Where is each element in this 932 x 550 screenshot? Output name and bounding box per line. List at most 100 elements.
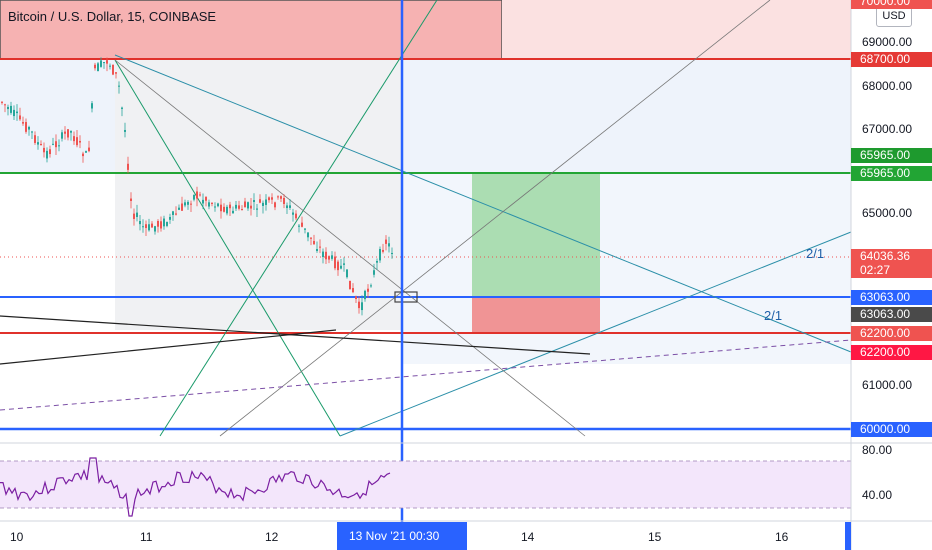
candle-body (268, 197, 270, 201)
crosshair-box (394, 291, 418, 303)
time-tick: 14 (521, 530, 535, 544)
candle-body (94, 64, 96, 69)
time-tick: 12 (265, 530, 279, 544)
candle-body (28, 126, 30, 130)
candle-body (133, 213, 135, 219)
candle-body (340, 265, 342, 269)
countdown-badge: 02:27 (851, 263, 932, 278)
candle-body (190, 203, 192, 205)
candle-body (229, 204, 231, 209)
candle-body (85, 151, 87, 153)
ratio-label: 2/1 (764, 308, 783, 323)
candle-body (367, 288, 369, 292)
candle-body (319, 246, 321, 248)
candle-body (316, 248, 318, 251)
right-edge-blue-marker (845, 522, 851, 550)
candle-body (136, 212, 138, 217)
candle-body (274, 202, 276, 208)
candle-body (328, 256, 330, 260)
candle-body (184, 202, 186, 206)
candle-body (34, 135, 36, 143)
candle-body (49, 149, 51, 155)
candle-body (82, 153, 84, 157)
target-zone[interactable] (472, 173, 600, 297)
candle-body (349, 280, 351, 290)
candle-body (19, 115, 21, 120)
candle-body (61, 132, 63, 139)
green-fan-line-a[interactable] (114, 59, 341, 437)
candle-body (130, 198, 132, 202)
candle-body (361, 302, 363, 311)
black-line-b[interactable] (0, 315, 591, 355)
candle-body (280, 196, 282, 199)
candle-body (151, 223, 153, 228)
time-tick: 15 (648, 530, 662, 544)
candle-body (217, 203, 219, 207)
green-fan-line-b[interactable] (159, 0, 438, 437)
candle-body (106, 60, 108, 64)
candle-body (97, 63, 99, 72)
teal-trendline-a[interactable] (114, 54, 852, 353)
candle-body (10, 105, 12, 113)
purple-dashed-line[interactable] (0, 339, 852, 411)
light-blue-zone-lower (403, 172, 851, 364)
teal-trendline-b[interactable] (339, 231, 852, 437)
candle-body (226, 206, 228, 214)
currency-button[interactable]: USD (876, 6, 912, 27)
candle-body (199, 194, 201, 196)
candle-body (88, 147, 90, 152)
candle-body (43, 147, 45, 153)
candle-body (76, 137, 78, 146)
candle-body (46, 150, 48, 159)
candle-body (379, 249, 381, 261)
candle-body (313, 240, 315, 245)
price-tick: 69000.00 (862, 35, 913, 49)
candle-body (286, 205, 288, 209)
candle-body (241, 209, 243, 211)
candle-body (373, 270, 375, 275)
candle-body (211, 202, 213, 204)
stop-zone[interactable] (472, 297, 600, 333)
symbol-title: Bitcoin / U.S. Dollar, 15, COINBASE (8, 9, 217, 24)
top-red-zone-right[interactable] (502, 0, 851, 58)
candle-body (193, 194, 195, 200)
candle-body (181, 203, 183, 211)
crosshair-price-badge: 63063.00 (851, 307, 932, 322)
price-tick: 68000.00 (862, 79, 913, 93)
candle-body (376, 260, 378, 263)
candle-body (343, 263, 345, 265)
candle-body (100, 60, 102, 67)
candle-body (253, 200, 255, 203)
candle-body (73, 136, 75, 142)
time-tick: 10 (10, 530, 24, 544)
candle-body (166, 222, 168, 226)
gray-line-b[interactable] (219, 0, 771, 437)
candle-body (109, 65, 111, 67)
time-tick: 16 (775, 530, 789, 544)
candle-body (352, 288, 354, 293)
candle-body (331, 255, 333, 259)
candle-body (13, 109, 15, 117)
candle-body (235, 204, 237, 209)
candle-body (202, 199, 204, 204)
candle-body (112, 64, 114, 75)
candle-body (220, 204, 222, 212)
candle-body (16, 111, 18, 114)
rsi-line (0, 457, 391, 517)
candle-body (265, 199, 267, 205)
candle-body (391, 252, 393, 255)
candle-body (103, 62, 105, 64)
candle-body (55, 141, 57, 148)
candle-body (163, 218, 165, 227)
black-line-a[interactable] (0, 329, 337, 365)
candle-body (382, 249, 384, 252)
gray-line-a[interactable] (114, 59, 586, 437)
candle-body (223, 206, 225, 212)
candle-body (271, 197, 273, 200)
candle-body (37, 142, 39, 145)
candle-body (304, 228, 306, 230)
candle-body (232, 210, 234, 214)
ratio-label: 2/1 (806, 246, 825, 261)
candle-body (169, 217, 171, 220)
